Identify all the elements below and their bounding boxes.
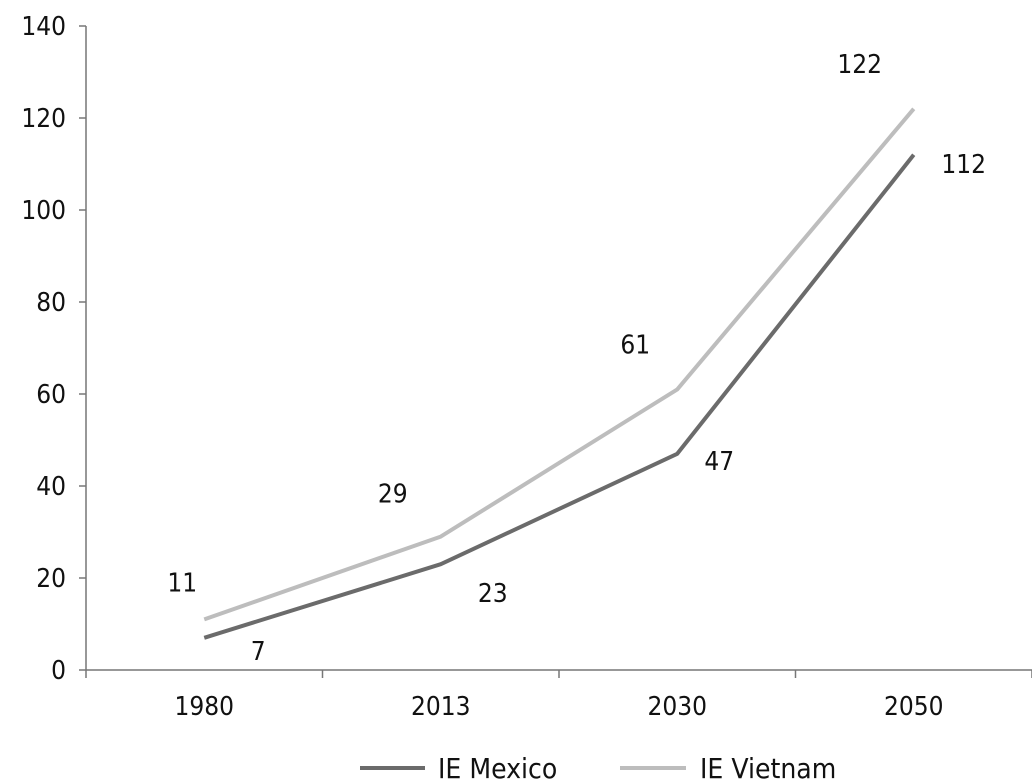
data-label: 29 [378, 480, 408, 510]
y-tick-label: 140 [21, 12, 66, 42]
y-tick-label: 0 [51, 656, 66, 686]
x-tick-label: 1980 [174, 692, 234, 722]
y-tick-label: 60 [36, 380, 66, 410]
data-label: 61 [620, 330, 650, 360]
series-layer [203, 107, 916, 640]
series-line-1 [203, 107, 916, 622]
y-tick-label: 80 [36, 288, 66, 318]
data-labels: 7 23 47 112 11 29 61 122 [167, 50, 986, 667]
y-tick-label: 40 [36, 472, 66, 502]
legend: IE Mexico IE Vietnam [360, 752, 836, 784]
axes: 0 20 40 60 80 100 120 140 1980 2013 2030 2050 [21, 12, 1032, 722]
series-line-0 [203, 153, 916, 640]
x-tick-label: 2013 [411, 692, 471, 722]
x-tick-label: 2030 [647, 692, 707, 722]
legend-label: IE Mexico [438, 752, 557, 784]
y-tick-label: 20 [36, 564, 66, 594]
y-tick-label: 100 [21, 196, 66, 226]
legend-label: IE Vietnam [700, 752, 836, 784]
data-label: 7 [251, 637, 266, 667]
x-tick-label: 2050 [884, 692, 944, 722]
data-label: 47 [704, 447, 734, 477]
y-tick-label: 120 [21, 104, 66, 134]
data-label: 11 [167, 568, 197, 598]
data-label: 23 [478, 579, 508, 609]
data-label: 122 [837, 50, 882, 80]
data-label: 112 [941, 150, 986, 180]
